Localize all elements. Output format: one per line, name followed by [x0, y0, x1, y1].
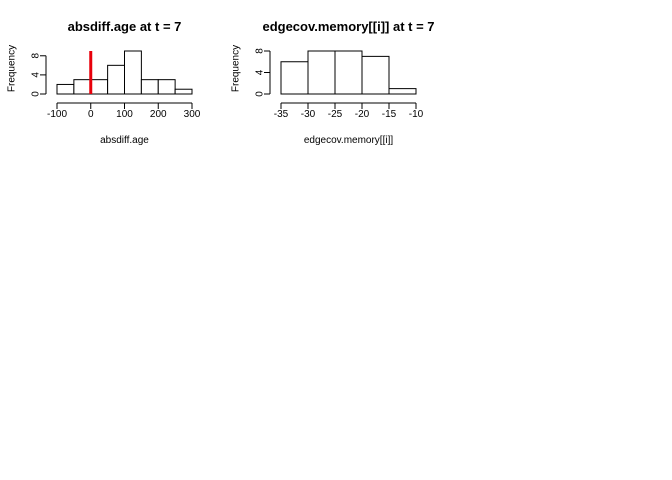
histogram-bar [280, 61, 309, 95]
y-tick-label: 4 [31, 72, 42, 78]
histogram-bar [388, 88, 417, 95]
histogram-bar [157, 79, 176, 95]
x-tick-label: 300 [184, 109, 201, 120]
x-axis-label: absdiff.age [100, 135, 149, 146]
histogram-bar [361, 55, 390, 95]
x-tick-label: -10 [409, 109, 424, 120]
y-tick-label: 0 [255, 91, 266, 97]
x-tick-label: -100 [47, 109, 67, 120]
histogram-bar [124, 50, 142, 95]
histogram-bar [334, 50, 363, 95]
x-axis-label: edgecov.memory[[i]] [304, 135, 394, 146]
x-tick-label: -35 [274, 109, 289, 120]
histogram-bar [140, 79, 159, 95]
x-tick-label: 100 [116, 109, 133, 120]
x-tick-label: -25 [328, 109, 343, 120]
histogram-bar [307, 50, 336, 95]
y-tick-label: 4 [255, 69, 266, 75]
x-tick-label: 200 [150, 109, 167, 120]
y-axis-label: Frequency [7, 45, 18, 92]
x-tick-label: 0 [88, 109, 94, 120]
histogram-bar [107, 64, 125, 95]
y-tick-label: 8 [31, 53, 42, 59]
histogram-bar [73, 79, 92, 95]
y-tick-label: 8 [255, 48, 266, 54]
y-tick-label: 0 [31, 91, 42, 97]
chart-title: edgecov.memory[[i]] at t = 7 [262, 19, 434, 34]
x-tick-label: -30 [301, 109, 316, 120]
y-axis-label: Frequency [231, 45, 242, 92]
histogram-bar [56, 83, 75, 95]
histogram-absdiff-age: absdiff.age at t = 7 -100 0 100 200 300 0 4 8 abs… [7, 19, 201, 146]
histogram-bar [90, 79, 109, 95]
chart-title: absdiff.age at t = 7 [68, 19, 182, 34]
histogram-edgecov-memory: edgecov.memory[[i]] at t = 7 -35 -30 -25 -20… [231, 19, 435, 146]
x-tick-label: -20 [355, 109, 370, 120]
histogram-bar [174, 88, 193, 95]
x-tick-label: -15 [382, 109, 397, 120]
